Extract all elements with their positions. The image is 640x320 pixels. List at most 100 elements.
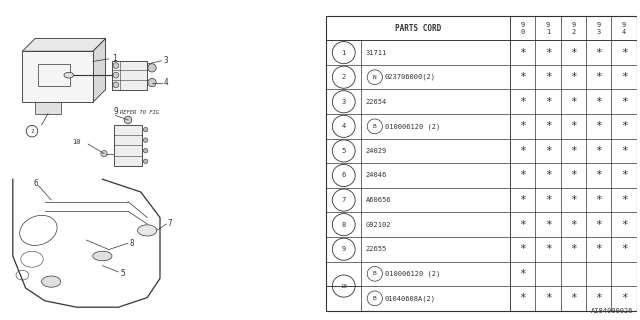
Text: *: * — [595, 97, 602, 107]
Text: 010006120 (2): 010006120 (2) — [385, 270, 440, 277]
Polygon shape — [22, 38, 106, 51]
Text: 9
4: 9 4 — [622, 21, 627, 35]
Text: 5: 5 — [120, 269, 125, 278]
Bar — [38, 64, 70, 86]
Text: 24029: 24029 — [366, 148, 387, 154]
Text: 9
0: 9 0 — [520, 21, 525, 35]
Circle shape — [101, 150, 108, 157]
Text: *: * — [520, 244, 526, 254]
Circle shape — [113, 82, 119, 88]
Text: *: * — [545, 171, 552, 180]
Text: *: * — [520, 146, 526, 156]
Text: *: * — [621, 244, 627, 254]
Text: *: * — [545, 97, 552, 107]
Text: B: B — [373, 271, 377, 276]
Text: B: B — [373, 124, 377, 129]
Text: 22655: 22655 — [366, 246, 387, 252]
Text: *: * — [570, 220, 577, 230]
Text: *: * — [545, 146, 552, 156]
Text: B: B — [373, 296, 377, 301]
Text: *: * — [621, 48, 627, 58]
Text: *: * — [570, 293, 577, 303]
Text: 5: 5 — [342, 148, 346, 154]
Text: 4: 4 — [342, 123, 346, 129]
Bar — [35, 102, 61, 114]
Text: *: * — [570, 146, 577, 156]
Text: *: * — [545, 195, 552, 205]
Text: *: * — [621, 171, 627, 180]
Circle shape — [148, 64, 156, 72]
Circle shape — [143, 138, 148, 142]
Text: 010006120 (2): 010006120 (2) — [385, 123, 440, 130]
Circle shape — [124, 116, 132, 124]
Circle shape — [143, 159, 148, 164]
Text: G92102: G92102 — [366, 222, 392, 228]
Polygon shape — [93, 38, 106, 102]
Text: 6: 6 — [34, 180, 38, 188]
Text: *: * — [570, 171, 577, 180]
Text: PARTS CORD: PARTS CORD — [395, 24, 442, 33]
Text: *: * — [520, 220, 526, 230]
Circle shape — [148, 78, 156, 87]
Text: *: * — [520, 121, 526, 131]
Text: 9: 9 — [342, 246, 346, 252]
Text: 10: 10 — [340, 284, 348, 289]
Text: *: * — [570, 97, 577, 107]
Circle shape — [143, 127, 148, 132]
Text: *: * — [545, 244, 552, 254]
Text: 9
3: 9 3 — [596, 21, 601, 35]
Text: *: * — [520, 269, 526, 279]
Text: 9
1: 9 1 — [546, 21, 550, 35]
Text: 2: 2 — [30, 129, 34, 134]
Text: 9: 9 — [114, 108, 118, 116]
Text: REFER TO FIG: REFER TO FIG — [120, 109, 159, 115]
Text: *: * — [545, 48, 552, 58]
Text: *: * — [621, 121, 627, 131]
Text: 3: 3 — [163, 56, 168, 65]
Text: *: * — [595, 171, 602, 180]
Text: *: * — [621, 220, 627, 230]
Text: 8: 8 — [130, 239, 134, 248]
Text: *: * — [545, 293, 552, 303]
Text: *: * — [595, 220, 602, 230]
Polygon shape — [112, 61, 147, 90]
Text: A60656: A60656 — [366, 197, 392, 203]
Text: *: * — [520, 97, 526, 107]
Ellipse shape — [138, 225, 157, 236]
Text: *: * — [570, 244, 577, 254]
Text: *: * — [545, 72, 552, 82]
Text: *: * — [520, 293, 526, 303]
Text: *: * — [595, 48, 602, 58]
Text: *: * — [520, 195, 526, 205]
Text: *: * — [520, 72, 526, 82]
Text: 10: 10 — [72, 140, 81, 145]
Text: N: N — [373, 75, 377, 80]
Ellipse shape — [64, 72, 74, 78]
Text: *: * — [595, 244, 602, 254]
Text: *: * — [621, 195, 627, 205]
Text: 24046: 24046 — [366, 172, 387, 179]
Text: *: * — [570, 72, 577, 82]
Text: *: * — [595, 146, 602, 156]
Ellipse shape — [93, 251, 112, 261]
Text: *: * — [570, 121, 577, 131]
Text: *: * — [621, 72, 627, 82]
Text: 3: 3 — [342, 99, 346, 105]
Text: *: * — [595, 195, 602, 205]
Text: 31711: 31711 — [366, 50, 387, 56]
Text: 8: 8 — [342, 222, 346, 228]
Text: 4: 4 — [163, 78, 168, 87]
Circle shape — [113, 63, 119, 68]
Ellipse shape — [42, 276, 61, 287]
Text: 7: 7 — [342, 197, 346, 203]
Text: *: * — [520, 171, 526, 180]
Text: 2: 2 — [342, 74, 346, 80]
Text: 01040608A(2): 01040608A(2) — [385, 295, 436, 302]
Text: AI84000026: AI84000026 — [591, 308, 634, 314]
Text: *: * — [595, 293, 602, 303]
Circle shape — [113, 72, 119, 78]
Polygon shape — [114, 125, 143, 166]
Text: 1: 1 — [112, 54, 116, 63]
Polygon shape — [22, 51, 93, 102]
Text: *: * — [621, 97, 627, 107]
